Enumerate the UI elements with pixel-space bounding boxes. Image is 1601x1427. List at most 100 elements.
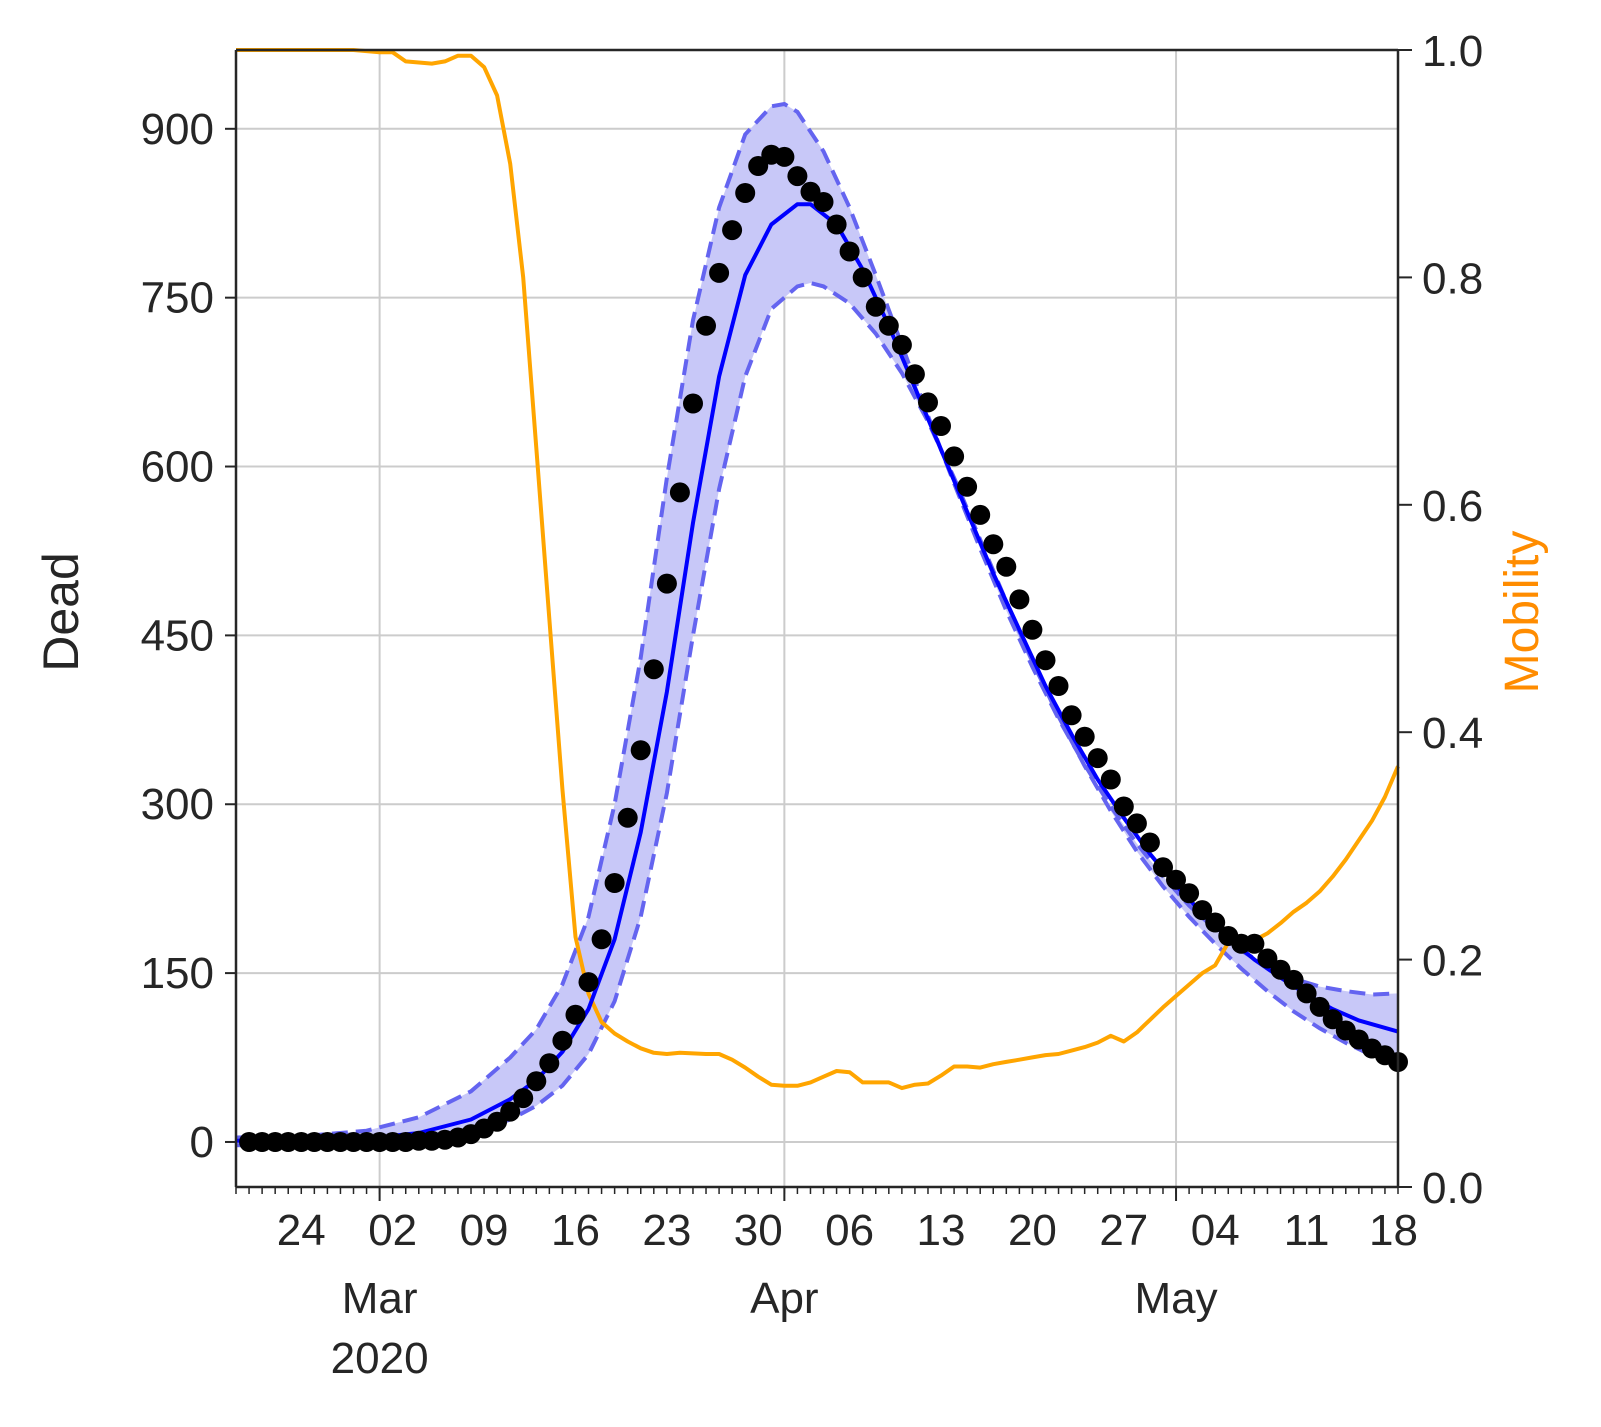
- y2-tick-label: 0.2: [1422, 937, 1483, 986]
- observed-point: [1322, 1009, 1343, 1030]
- axes: [225, 48, 1412, 1201]
- x-month-label: Mar: [342, 1274, 418, 1323]
- observed-point: [669, 482, 690, 503]
- y-axis-title: Dead: [33, 552, 89, 672]
- observed-point: [1192, 900, 1213, 921]
- observed-point: [826, 214, 847, 235]
- observed-point: [735, 183, 756, 203]
- y-tick-label: 600: [141, 443, 214, 492]
- y2-tick-label: 0.4: [1422, 709, 1483, 758]
- observed-point: [1100, 769, 1121, 790]
- observed-point: [630, 740, 651, 761]
- observed-point: [852, 267, 873, 288]
- observed-point: [996, 556, 1017, 577]
- observed-point: [722, 220, 743, 241]
- observed-point: [813, 192, 834, 212]
- y-tick-label: 150: [141, 949, 214, 998]
- x-day-label: 20: [1008, 1206, 1057, 1255]
- observed-point: [774, 146, 795, 167]
- observed-point: [931, 416, 951, 436]
- y-tick-label: 900: [141, 105, 214, 154]
- observed-point: [683, 393, 703, 414]
- observed-point: [1257, 948, 1278, 969]
- observed-point: [526, 1071, 547, 1092]
- x-day-label: 13: [917, 1206, 966, 1255]
- observed-point: [983, 534, 1004, 555]
- observed-point: [1244, 933, 1265, 954]
- y2-tick-label: 0.6: [1422, 482, 1483, 531]
- observed-point: [1048, 676, 1069, 696]
- x-day-label: 09: [460, 1206, 509, 1255]
- observed-point: [748, 156, 769, 176]
- confidence-band: [235, 101, 1399, 1148]
- observed-point: [617, 807, 638, 828]
- observed-point: [591, 929, 612, 950]
- y-tick-label: 300: [141, 780, 214, 829]
- observed-point: [513, 1088, 534, 1109]
- x-day-label: 24: [277, 1206, 326, 1255]
- observed-point: [865, 296, 886, 317]
- observed-point: [1179, 883, 1200, 904]
- observed-point: [552, 1030, 573, 1051]
- x-day-label: 11: [1284, 1206, 1330, 1255]
- observed-point: [709, 262, 730, 283]
- x-day-label: 27: [1099, 1206, 1148, 1255]
- observed-point: [1309, 996, 1330, 1017]
- y-tick-label: 0: [190, 1118, 214, 1167]
- observed-point: [944, 446, 965, 467]
- y2-axis-title: Mobility: [1496, 531, 1549, 694]
- y2-tick-label: 1.0: [1422, 27, 1483, 76]
- observed-point: [1205, 912, 1226, 933]
- observed-point: [957, 476, 978, 497]
- observed-point: [1113, 796, 1134, 817]
- observed-point: [1061, 705, 1082, 726]
- band-lower-line: [235, 280, 1399, 1148]
- observed-point: [1035, 650, 1056, 671]
- observed-point: [656, 573, 677, 594]
- x-day-label: 18: [1369, 1206, 1418, 1255]
- observed-point: [643, 659, 664, 680]
- observed-point: [1153, 857, 1173, 878]
- observed-point: [565, 1004, 586, 1025]
- y2-tick-label: 0.8: [1422, 254, 1483, 303]
- observed-point: [1074, 726, 1095, 747]
- observed-series: [239, 144, 1408, 1152]
- x-day-label: 23: [642, 1206, 691, 1255]
- x-day-label: 16: [551, 1206, 600, 1255]
- observed-point: [1166, 869, 1186, 890]
- observed-point: [1087, 748, 1108, 769]
- observed-point: [1126, 813, 1147, 834]
- observed-point: [1296, 983, 1317, 1004]
- x-day-label: 06: [825, 1206, 874, 1255]
- y-tick-label: 750: [141, 274, 214, 323]
- model-series: [236, 202, 1399, 1143]
- observed-point: [1283, 969, 1304, 990]
- x-day-label: 30: [734, 1206, 783, 1255]
- tick-labels: 0 150 300 450 600 750 900 Mar 2020 Apr May 24 02 09 16…: [141, 27, 1484, 1383]
- x-month-label: Apr: [750, 1274, 818, 1323]
- y-tick-label: 450: [141, 611, 214, 660]
- observed-point: [891, 334, 912, 355]
- observed-point: [696, 315, 716, 336]
- observed-point: [904, 364, 925, 385]
- model-line: [236, 202, 1399, 1143]
- observed-point: [839, 241, 860, 262]
- x-day-label: 02: [368, 1206, 417, 1255]
- observed-point: [1022, 619, 1043, 640]
- y2-tick-label: 0.0: [1422, 1164, 1483, 1213]
- band-fill: [236, 104, 1398, 1146]
- observed-point: [539, 1053, 560, 1074]
- observed-point: [1139, 832, 1160, 853]
- x-day-label: 04: [1191, 1206, 1240, 1255]
- observed-point: [500, 1101, 521, 1122]
- observed-point: [970, 504, 991, 525]
- observed-point: [1009, 589, 1030, 610]
- x-year-label: 2020: [331, 1334, 429, 1383]
- observed-point: [604, 873, 625, 893]
- observed-point: [578, 972, 599, 993]
- x-month-label: May: [1134, 1274, 1217, 1323]
- observed-point: [787, 166, 808, 187]
- observed-point: [918, 392, 938, 413]
